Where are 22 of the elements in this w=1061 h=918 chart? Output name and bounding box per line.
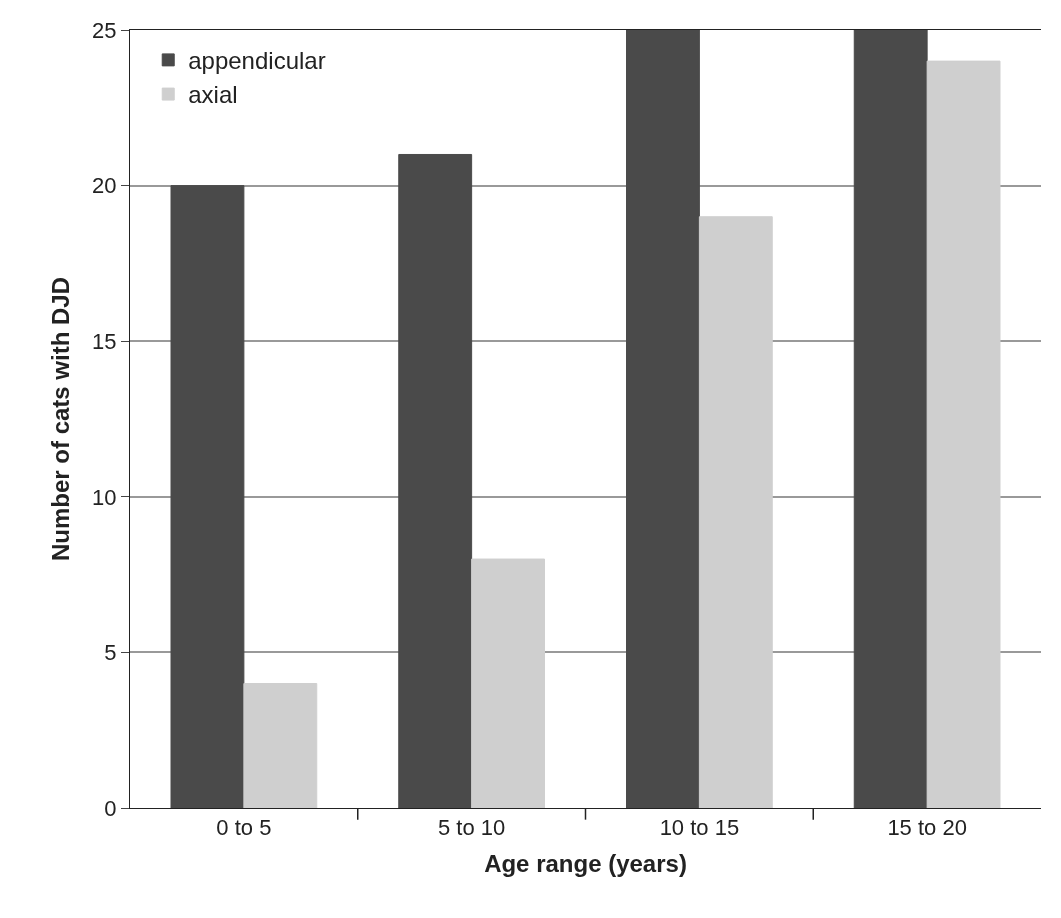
bar — [471, 558, 546, 808]
y-tick-label: 25 — [92, 17, 117, 43]
y-tick-label: 10 — [92, 484, 117, 510]
legend-label: axial — [188, 81, 238, 109]
bar — [243, 683, 318, 808]
bar — [398, 153, 473, 808]
bar — [853, 30, 928, 808]
bar — [926, 60, 1001, 808]
x-tick-label: 10 to 15 — [659, 815, 740, 841]
bar — [698, 216, 773, 808]
y-tick-label: 0 — [104, 795, 117, 821]
x-tick-label: 0 to 5 — [216, 815, 272, 841]
x-tick-label: 5 to 10 — [437, 815, 506, 841]
y-axis-title: Number of cats with DJD — [47, 276, 75, 562]
y-tick-label: 15 — [92, 328, 117, 354]
x-tick-label: 15 to 20 — [887, 815, 967, 841]
bar — [170, 185, 245, 808]
legend-label: appendicular — [188, 47, 326, 75]
y-tick-label: 20 — [92, 173, 117, 199]
bar — [626, 30, 700, 808]
y-tick-label: 5 — [104, 640, 117, 666]
x-axis-title: Age range (years) — [484, 849, 687, 877]
